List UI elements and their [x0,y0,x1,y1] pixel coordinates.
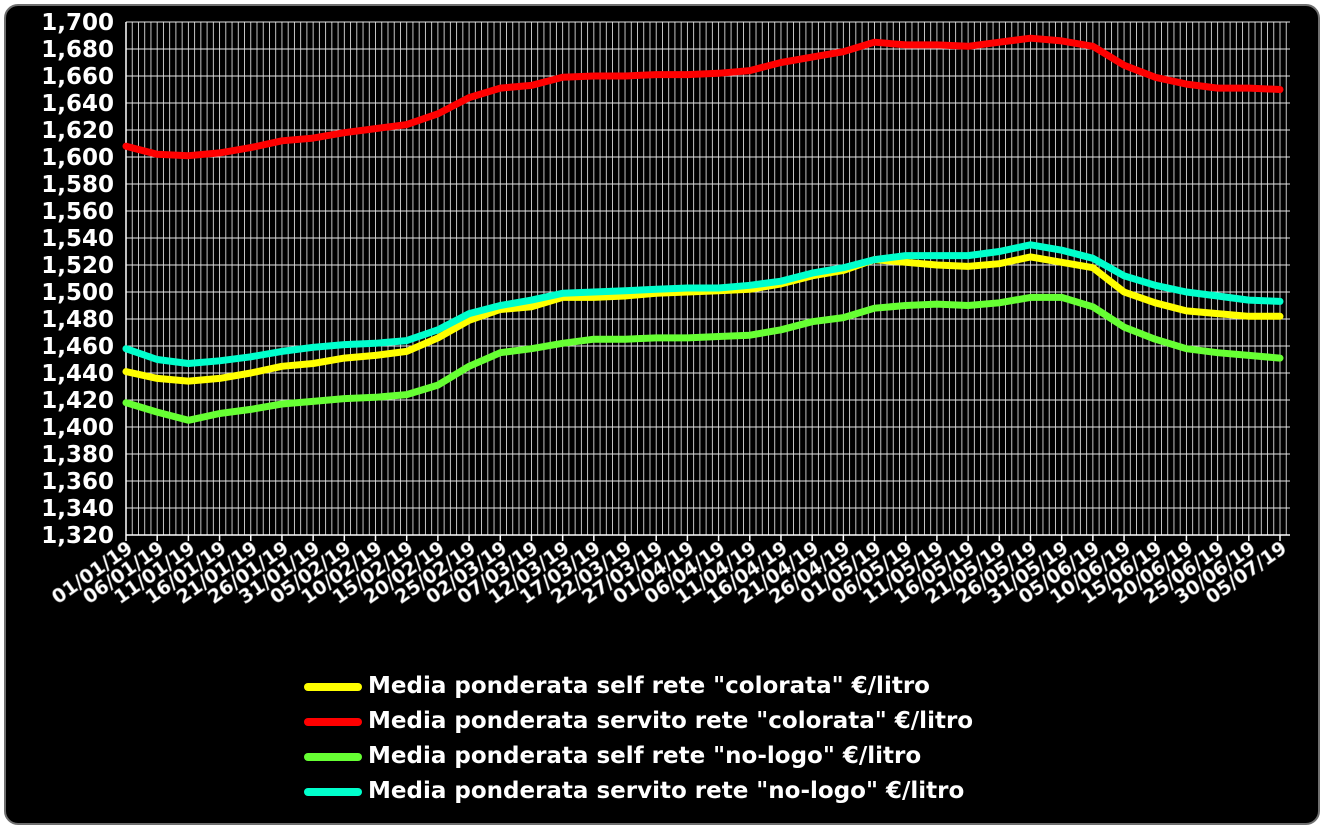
legend-item: Media ponderata servito rete "no-logo" €… [304,773,1204,808]
y-tick-label: 1,580 [41,172,114,198]
y-tick-label: 1,420 [41,388,114,414]
y-tick-label: 1,340 [41,496,114,522]
y-tick-label: 1,540 [41,226,114,252]
y-tick-label: 1,620 [41,118,114,144]
y-tick-label: 1,500 [41,280,114,306]
plot-area [126,22,1290,535]
y-tick-label: 1,680 [41,37,114,63]
horizontal-gridlines [126,21,1290,536]
y-tick-label: 1,660 [41,64,114,90]
series-line-3 [122,241,1284,367]
vertical-gridlines [125,22,1287,535]
legend-item: Media ponderata servito rete "colorata" … [304,703,1204,738]
legend-label: Media ponderata self rete "no-logo" €/li… [368,743,922,769]
y-tick-label: 1,360 [41,469,114,495]
chart-frame: 1,320 1,340 1,360 1,380 1,400 1,420 1,440 1,460… [4,4,1320,825]
legend-swatch [304,753,362,761]
y-tick-label: 1,480 [41,307,114,333]
legend-swatch [304,788,362,796]
legend-swatch [304,718,362,726]
y-tick-label: 1,600 [41,145,114,171]
y-tick-label: 1,380 [41,442,114,468]
y-tick-label: 1,640 [41,91,114,117]
legend-label: Media ponderata servito rete "no-logo" €… [368,778,965,804]
legend-label: Media ponderata servito rete "colorata" … [368,708,974,734]
series-line-1 [122,34,1284,160]
legend: Media ponderata self rete "colorata" €/l… [304,668,1204,808]
legend-swatch [304,683,362,691]
legend-item: Media ponderata self rete "colorata" €/l… [304,668,1204,703]
series-line-2 [122,293,1284,424]
y-tick-label: 1,320 [41,523,114,549]
legend-label: Media ponderata self rete "colorata" €/l… [368,673,930,699]
y-tick-label: 1,520 [41,253,114,279]
y-tick-label: 1,460 [41,334,114,360]
legend-item: Media ponderata self rete "no-logo" €/li… [304,738,1204,773]
y-tick-label: 1,440 [41,361,114,387]
y-tick-label: 1,700 [41,10,114,36]
y-tick-label: 1,560 [41,199,114,225]
y-tick-label: 1,400 [41,415,114,441]
line-chart: 1,3201,3401,3601,3801,4001,4201,4401,460… [41,10,1291,609]
